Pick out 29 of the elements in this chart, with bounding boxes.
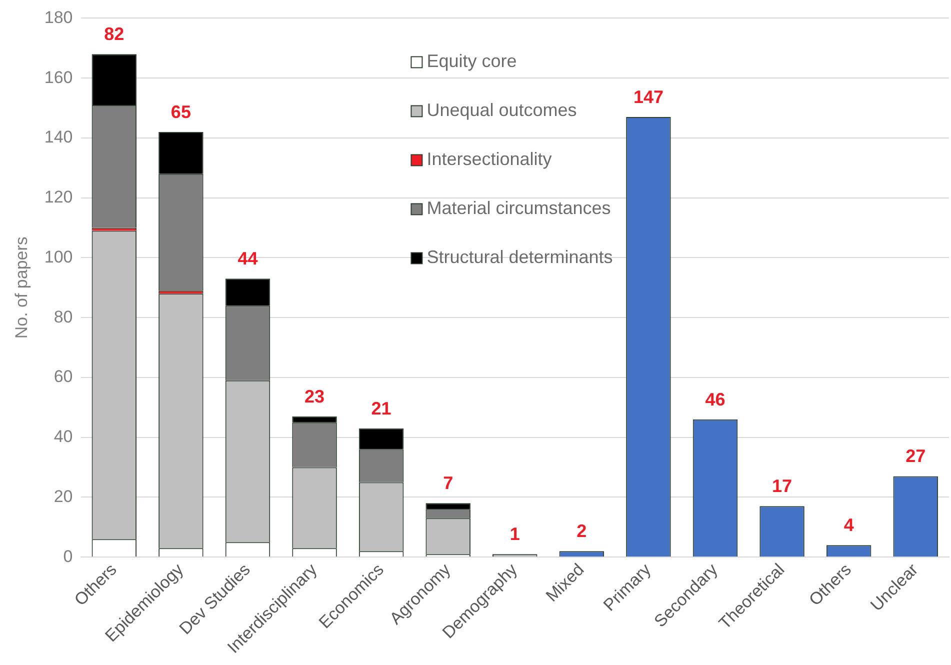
y-tick-label: 160: [44, 68, 73, 87]
y-tick-label: 60: [54, 367, 73, 386]
annotation: 23: [304, 386, 325, 406]
annotation: 1: [510, 524, 520, 544]
legend-label: Unequal outcomes: [426, 100, 577, 120]
y-tick-label: 20: [54, 486, 73, 506]
legend-label: Structural determinants: [426, 247, 613, 268]
y-tick-label: 100: [44, 247, 73, 266]
data-label: 147: [633, 86, 664, 107]
annotation: 21: [371, 398, 392, 418]
legend-label: Intersectionality: [426, 149, 552, 170]
y-tick-label: 140: [44, 128, 73, 147]
annotation: 65: [170, 102, 191, 122]
annotation: 44: [238, 248, 258, 269]
y-tick-label: 80: [54, 307, 73, 326]
data-label: 4: [844, 515, 854, 536]
annotation: 82: [104, 24, 124, 44]
y-tick-label: 180: [44, 8, 73, 27]
data-label: 17: [772, 476, 792, 496]
data-label: 46: [705, 389, 726, 410]
annotation: 7: [443, 473, 454, 494]
legend-label: Equity core: [426, 51, 517, 72]
y-tick-label: 40: [54, 427, 73, 446]
y-tick-label: 0: [63, 546, 73, 566]
y-tick-label: 120: [44, 188, 73, 207]
y-axis-title: No. of papers: [12, 236, 31, 339]
data-label: 2: [576, 521, 587, 542]
data-label: 27: [906, 446, 926, 466]
legend-label: Material circumstances: [426, 198, 611, 218]
